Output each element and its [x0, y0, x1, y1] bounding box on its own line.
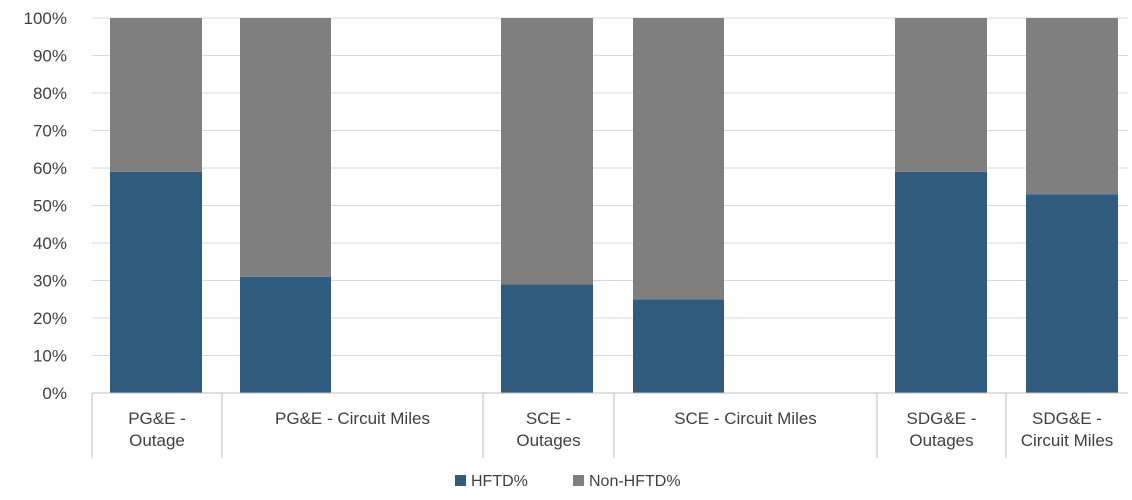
y-tick-label: 10%	[33, 347, 67, 366]
x-tick-label: SDG&E - Outages	[907, 409, 977, 450]
x-tick-label-line: SCE -	[526, 409, 571, 428]
x-tick-label-line: Outage	[129, 431, 185, 450]
y-tick-label: 90%	[33, 47, 67, 66]
bar-non-hftd	[240, 18, 331, 277]
x-tick-label: PG&E - Outage	[128, 409, 186, 450]
bar-hftd	[1026, 194, 1118, 393]
y-tick-label: 80%	[33, 84, 67, 103]
x-tick-label-line: SCE - Circuit Miles	[674, 409, 817, 428]
x-tick-label-line: SDG&E -	[907, 409, 977, 428]
bar-non-hftd	[1026, 18, 1118, 195]
x-tick-label-line: Circuit Miles	[1021, 431, 1114, 450]
x-tick-label-line: Outages	[516, 431, 580, 450]
legend-label: HFTD%	[471, 473, 528, 490]
x-tick-label-line: Outages	[909, 431, 973, 450]
bar-hftd	[895, 171, 987, 393]
bar-non-hftd	[895, 18, 987, 172]
legend-swatch	[455, 475, 466, 486]
x-tick-label-line: PG&E - Circuit Miles	[275, 409, 430, 428]
bar-non-hftd	[110, 18, 202, 172]
y-tick-label: 60%	[33, 159, 67, 178]
y-tick-label: 30%	[33, 272, 67, 291]
x-tick-label: PG&E - Circuit Miles	[275, 409, 430, 428]
bar-non-hftd	[501, 18, 593, 285]
x-tick-label: SDG&E - Circuit Miles	[1021, 409, 1114, 450]
y-tick-label: 50%	[33, 197, 67, 216]
y-tick-label: 20%	[33, 309, 67, 328]
legend-swatch	[573, 475, 584, 486]
y-tick-label: 70%	[33, 122, 67, 141]
x-tick-label: SCE - Outages	[516, 409, 580, 450]
x-tick-label-line: SDG&E -	[1032, 409, 1102, 428]
legend-label: Non-HFTD%	[589, 473, 681, 490]
bar-hftd	[240, 276, 331, 393]
x-tick-label-line: PG&E -	[128, 409, 186, 428]
bar-hftd	[501, 284, 593, 393]
bar-hftd	[633, 299, 724, 393]
bar-non-hftd	[633, 18, 724, 300]
y-tick-label: 100%	[24, 9, 67, 28]
x-tick-label: SCE - Circuit Miles	[674, 409, 817, 428]
bar-hftd	[110, 171, 202, 393]
y-tick-label: 40%	[33, 234, 67, 253]
y-tick-label: 0%	[42, 384, 67, 403]
